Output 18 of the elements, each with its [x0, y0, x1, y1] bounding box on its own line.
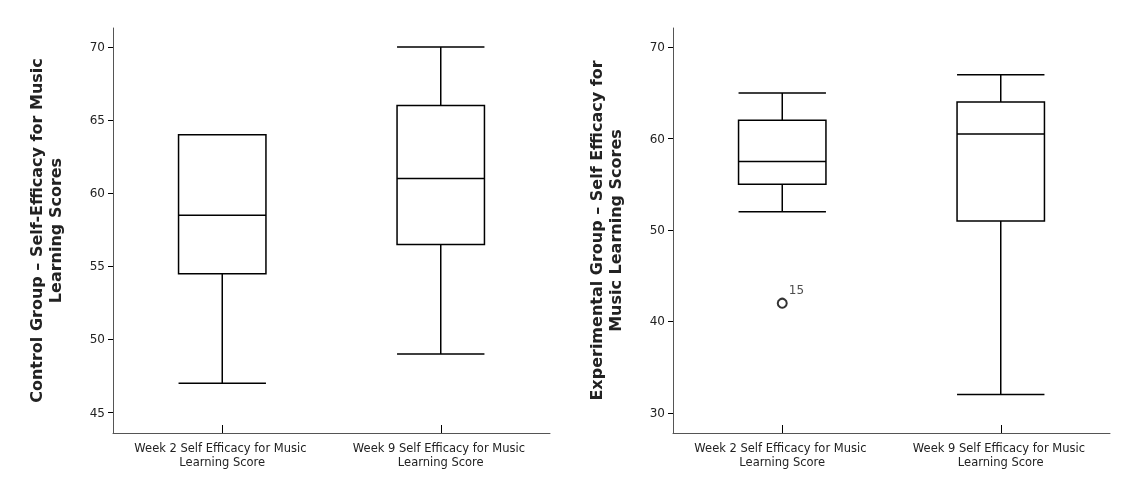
y-tick-label: 40	[649, 314, 665, 329]
x-tick-label: Week 9 Self Efficacy for Music Learning Score	[352, 441, 529, 469]
x-tick-label: Week 2 Self Efficacy for Music Learning Score	[134, 441, 311, 469]
y-tick-label: 60	[89, 186, 105, 201]
y-tick-label: 30	[649, 405, 665, 420]
y-tick-label: 50	[649, 223, 665, 238]
y-tick-label: 60	[649, 131, 665, 146]
y-tick-label: 55	[89, 259, 105, 274]
y-tick-label: 70	[89, 40, 105, 55]
y-tick-label: 65	[89, 113, 105, 128]
y-tick-label: 50	[89, 332, 105, 347]
x-tick-label: Week 9 Self Efficacy for Music Learning Score	[912, 441, 1089, 469]
annotation: 15	[788, 282, 805, 297]
x-tick-label: Week 2 Self Efficacy for Music Learning Score	[694, 441, 871, 469]
y-tick-label: 45	[89, 405, 105, 420]
y-tick-label: 70	[649, 40, 665, 55]
y-axis-title: Control Group – Self-Efficacy for Music Learning Scores	[27, 58, 65, 403]
y-axis-title: Experimental Group – Self Efficacy for Music Learning Scores	[587, 60, 625, 401]
